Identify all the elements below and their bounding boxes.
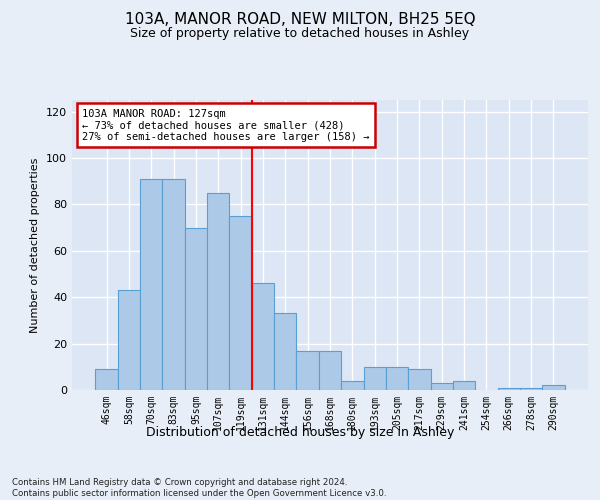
Bar [185, 228, 207, 390]
Bar [319, 350, 341, 390]
Bar [118, 290, 140, 390]
Text: Contains HM Land Registry data © Crown copyright and database right 2024.
Contai: Contains HM Land Registry data © Crown c… [12, 478, 386, 498]
Bar [252, 284, 274, 390]
Y-axis label: Number of detached properties: Number of detached properties [31, 158, 40, 332]
Bar [229, 216, 252, 390]
Bar [95, 369, 118, 390]
Bar [520, 388, 542, 390]
Bar [274, 314, 296, 390]
Text: Size of property relative to detached houses in Ashley: Size of property relative to detached ho… [130, 28, 470, 40]
Bar [296, 350, 319, 390]
Bar [163, 179, 185, 390]
Bar [408, 369, 431, 390]
Bar [386, 367, 408, 390]
Text: 103A MANOR ROAD: 127sqm
← 73% of detached houses are smaller (428)
27% of semi-d: 103A MANOR ROAD: 127sqm ← 73% of detache… [82, 108, 370, 142]
Bar [341, 380, 364, 390]
Text: Distribution of detached houses by size in Ashley: Distribution of detached houses by size … [146, 426, 454, 439]
Bar [431, 383, 453, 390]
Bar [207, 193, 229, 390]
Bar [542, 386, 565, 390]
Bar [453, 380, 475, 390]
Bar [364, 367, 386, 390]
Bar [140, 179, 163, 390]
Bar [497, 388, 520, 390]
Text: 103A, MANOR ROAD, NEW MILTON, BH25 5EQ: 103A, MANOR ROAD, NEW MILTON, BH25 5EQ [125, 12, 475, 28]
